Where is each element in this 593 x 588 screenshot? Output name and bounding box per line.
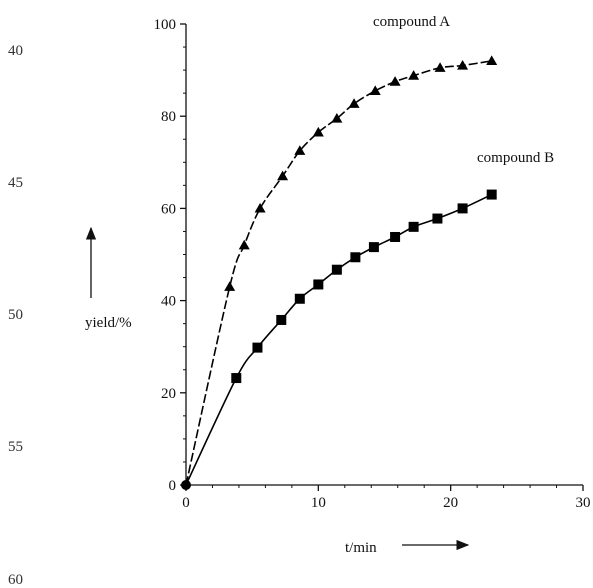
series-label-compound-b: compound B: [477, 150, 554, 166]
y-tick-label: 80: [161, 109, 176, 125]
y-tick-label: 100: [154, 17, 177, 33]
margin-number: 40: [8, 43, 23, 59]
data-point-compound-a: [277, 171, 288, 181]
data-point-compound-b: [350, 252, 360, 262]
data-point-compound-b: [487, 190, 497, 200]
x-tick-label: 0: [182, 495, 190, 511]
y-axis-label: yield/%: [85, 315, 132, 331]
margin-number: 55: [8, 439, 23, 455]
axes: [186, 24, 583, 485]
margin-number: 45: [8, 175, 23, 191]
data-point-compound-a: [349, 98, 360, 108]
data-point-compound-b: [432, 214, 442, 224]
y-tick-label: 60: [161, 201, 176, 217]
x-ticks: 0 10 20 30: [182, 485, 590, 511]
y-tick-label: 0: [169, 478, 177, 494]
data-point-compound-b: [295, 294, 305, 304]
data-point-compound-b: [313, 279, 323, 289]
series-line-compound-b: [186, 195, 492, 485]
data-point-compound-a: [370, 85, 381, 95]
series-layer: [181, 55, 497, 490]
data-point-origin: [181, 480, 191, 490]
x-tick-label: 20: [443, 495, 458, 511]
series-label-compound-a: compound A: [373, 14, 450, 30]
data-point-compound-b: [231, 373, 241, 383]
data-point-compound-b: [458, 203, 468, 213]
data-point-compound-a: [239, 240, 250, 250]
data-point-compound-b: [409, 222, 419, 232]
data-point-compound-b: [369, 242, 379, 252]
data-point-compound-b: [332, 265, 342, 275]
data-point-compound-b: [252, 343, 262, 353]
x-tick-label: 30: [576, 495, 591, 511]
margin-number: 60: [8, 572, 23, 588]
margin-number: 50: [8, 307, 23, 323]
y-tick-label: 20: [161, 386, 176, 402]
data-point-compound-a: [435, 62, 446, 72]
data-point-compound-b: [276, 315, 286, 325]
data-point-compound-a: [486, 55, 497, 65]
x-axis-label: t/min: [345, 540, 377, 556]
y-tick-label: 40: [161, 294, 176, 310]
margin-numbers: 40 45 50 55 60: [8, 43, 23, 588]
data-point-compound-b: [390, 232, 400, 242]
data-point-compound-a: [224, 281, 235, 291]
data-point-compound-a: [390, 76, 401, 86]
data-point-compound-a: [255, 203, 266, 213]
x-tick-label: 10: [311, 495, 326, 511]
data-point-compound-a: [457, 60, 468, 70]
y-ticks: 0 20 40 60 80 100: [154, 17, 187, 494]
